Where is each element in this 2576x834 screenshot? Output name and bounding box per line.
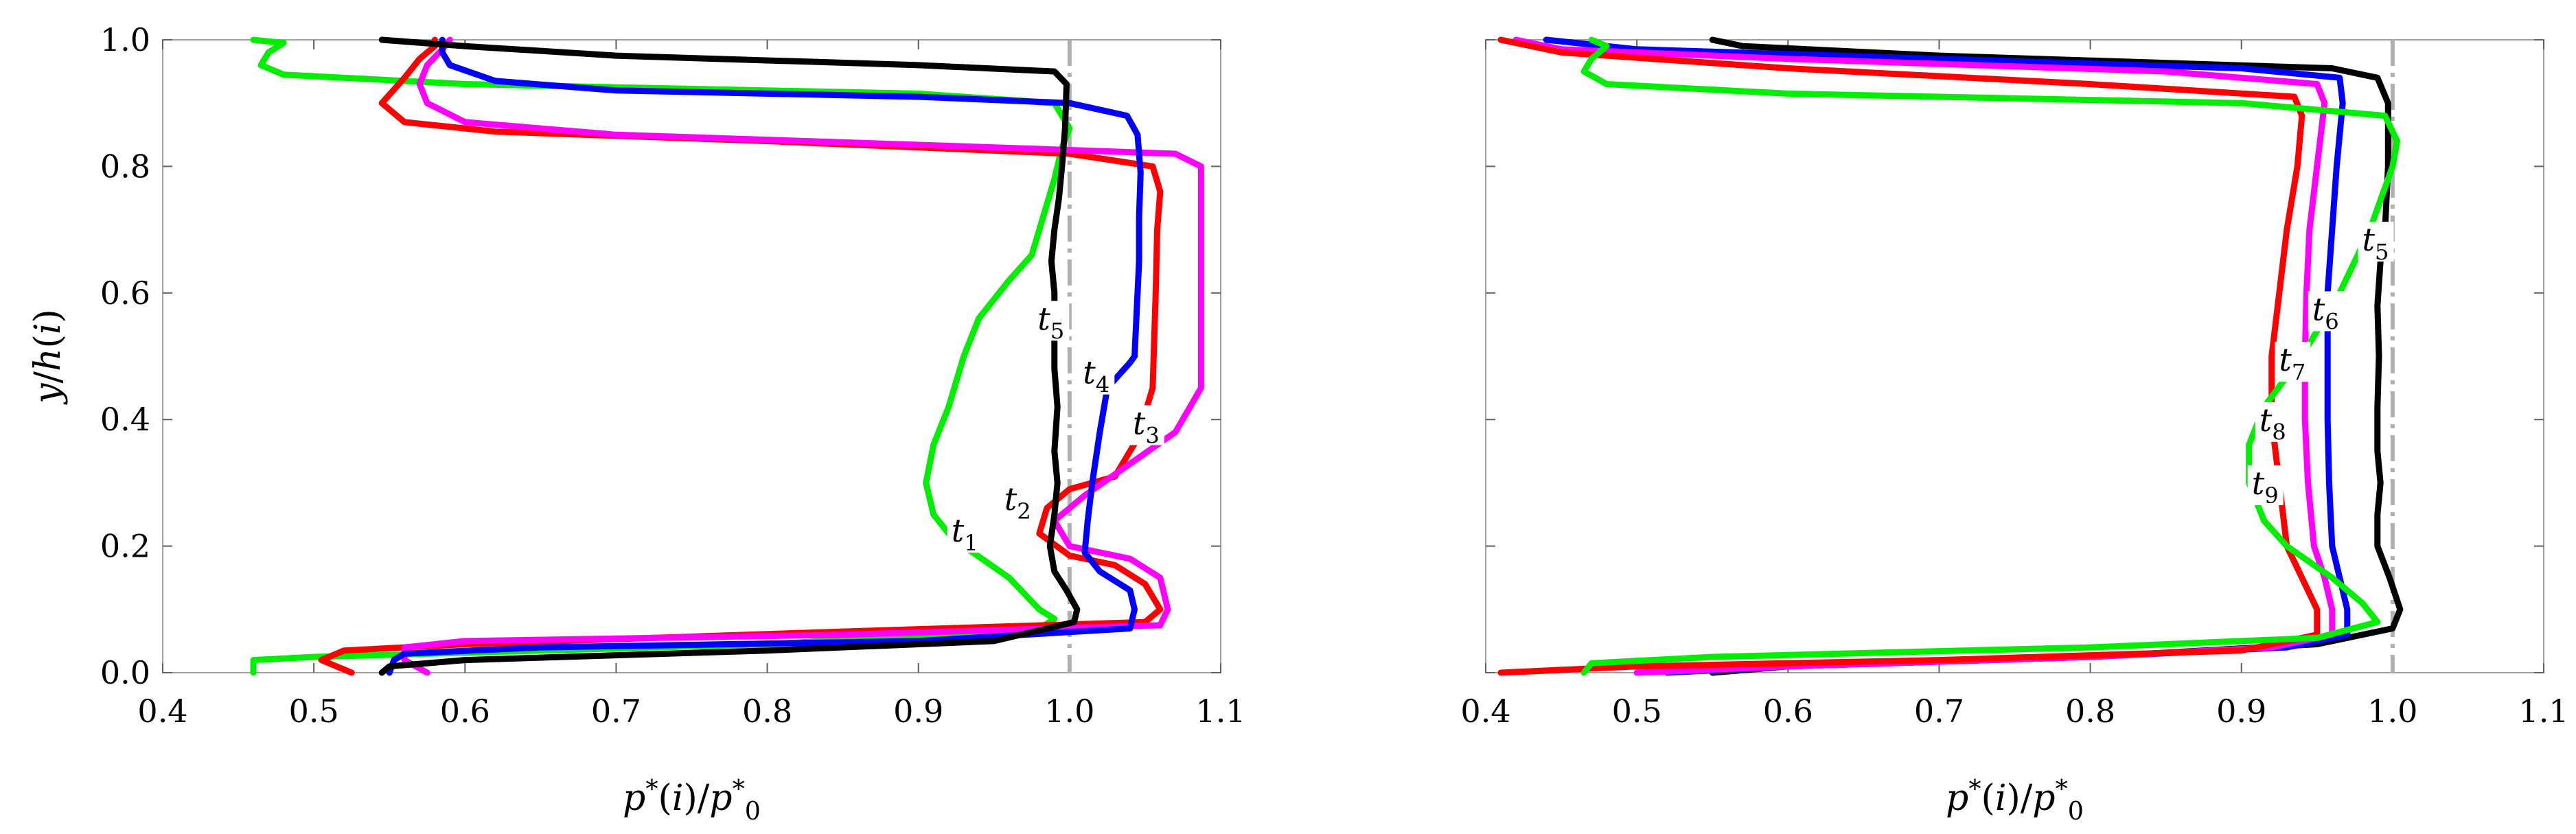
x-axis-label: p*(i)/p*0: [1946, 774, 2084, 826]
x-tick-label: 0.8: [742, 693, 792, 730]
x-tick-label: 0.6: [440, 693, 490, 730]
y-axis-label: y/h(i): [27, 309, 69, 405]
x-tick-label: 1.1: [1195, 693, 1245, 730]
series-line-t6: [1543, 36, 2351, 676]
series-line-t2: [318, 36, 1164, 676]
y-tick-label: 0.6: [100, 275, 150, 312]
x-tick-label: 1.1: [2518, 693, 2568, 730]
curve-label-bg: [2247, 465, 2284, 506]
x-tick-label: 0.8: [2065, 693, 2115, 730]
y-tick-label: 1.0: [100, 21, 150, 58]
curve-label-bg: [1079, 354, 1115, 395]
x-tick-label: 0.6: [1763, 693, 1813, 730]
x-tick-label: 0.4: [1460, 693, 1510, 730]
curve-label-t7: t7: [2279, 341, 2305, 385]
curve-label-t4: t4: [1083, 354, 1109, 398]
curve-label-t9: t9: [2252, 465, 2279, 509]
x-tick-label: 0.7: [1914, 693, 1964, 730]
y-tick-label: 0.0: [100, 654, 150, 691]
series-line-t7: [1513, 36, 2336, 676]
curve-label-bg: [1000, 481, 1036, 522]
curve-label-bg: [2275, 342, 2311, 382]
curve-label-bg: [947, 513, 983, 553]
y-tick-label: 0.4: [100, 401, 150, 438]
curve-label-t5: t5: [1037, 300, 1064, 344]
series-line-t5: [378, 36, 1081, 676]
plot-frame: [1485, 39, 2544, 673]
curve-label-bg: [2255, 402, 2291, 442]
curve-label-t8: t8: [2259, 402, 2286, 445]
x-tick-label: 0.5: [289, 693, 339, 730]
curve-label-t5: t5: [2362, 221, 2389, 265]
y-tick-label: 0.8: [100, 148, 150, 185]
x-tick-label: 1.0: [2367, 693, 2417, 730]
chart-panel-1: 0.4 0.5 0.6 0.7 0.8 0.9 1.0 1.1 0.0 0.2 0.4 0.6 0.8 1…: [27, 21, 1246, 826]
x-tick-label: 1.0: [1044, 693, 1094, 730]
curve-label-bg: [1128, 405, 1164, 445]
series-line-t3: [401, 36, 1204, 676]
y-tick-label: 0.2: [100, 528, 150, 565]
curve-label-bg: [2308, 291, 2344, 332]
x-axis-label: p*(i)/p*0: [623, 774, 761, 826]
curve-label-t6: t6: [2312, 290, 2339, 334]
curve-label-bg: [2358, 222, 2394, 262]
curve-label-t3: t3: [1133, 404, 1160, 448]
x-tick-label: 0.5: [1612, 693, 1662, 730]
series-line-t5: [1709, 36, 2404, 676]
plot-frame: [162, 39, 1221, 673]
curve-label-t2: t2: [1004, 480, 1031, 524]
x-tick-label: 0.7: [591, 693, 641, 730]
series-line-t4: [386, 36, 1144, 676]
curve-label-bg: [1033, 301, 1070, 341]
series-line-t8: [1497, 36, 2321, 676]
x-tick-label: 0.4: [137, 693, 187, 730]
curve-label-t1: t1: [952, 512, 978, 556]
series-line-t1: [250, 36, 1073, 676]
x-tick-label: 0.9: [2216, 693, 2266, 730]
x-tick-label: 0.9: [893, 693, 943, 730]
